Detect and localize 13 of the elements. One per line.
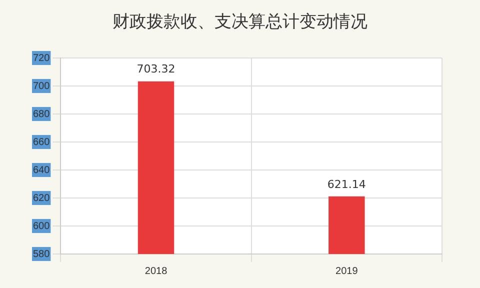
y-tick-label: 680	[32, 108, 50, 120]
data-label: 703.32	[136, 62, 176, 76]
y-tick-label: 620	[32, 192, 50, 204]
y-tick-label: 580	[32, 248, 50, 260]
y-tick-label: 660	[32, 136, 50, 148]
x-tick-label: 2018	[144, 266, 168, 277]
y-tick-label: 720	[32, 52, 50, 64]
x-tick-label: 2019	[336, 266, 358, 277]
y-tick-label: 640	[32, 164, 50, 176]
data-label: 621.14	[327, 178, 366, 191]
chart-title: 财政拨款收、支决算总计变动情况	[112, 11, 368, 33]
y-tick-label: 700	[32, 80, 50, 92]
y-tick-label: 600	[32, 220, 50, 232]
